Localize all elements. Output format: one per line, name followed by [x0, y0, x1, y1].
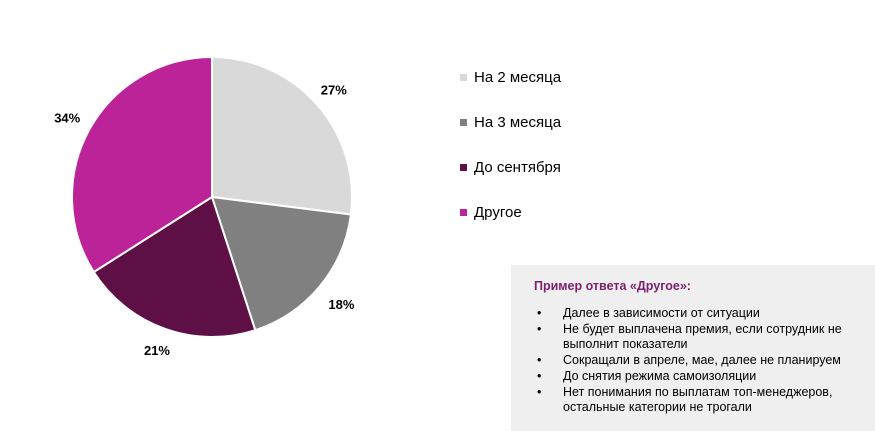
note-title: Пример ответа «Другое»:	[534, 279, 691, 293]
legend-swatch-icon	[460, 118, 467, 126]
legend-item-2-months: На 2 месяца	[460, 66, 561, 88]
pie-slice-other	[71, 55, 213, 274]
note-item: • До снятия режима самоизоляции	[534, 369, 861, 384]
legend-label: На 2 месяца	[474, 68, 562, 86]
legend-label: До сентября	[474, 158, 561, 176]
legend-item-3-months: На 3 месяца	[460, 111, 561, 133]
note-item-text: Далее в зависимости от ситуации	[563, 306, 760, 320]
pie-slice-until-september	[92, 195, 257, 338]
legend-swatch-icon	[460, 73, 467, 81]
bullet-icon: •	[537, 369, 542, 383]
legend-item-other: Другое	[460, 201, 561, 223]
note-item: • Далее в зависимости от ситуации	[534, 306, 861, 321]
legend: На 2 месяца На 3 месяца До сентября Друг…	[460, 66, 561, 246]
pie-slice-3-months	[210, 195, 353, 332]
note-item-text: Сокращали в апреле, мае, далее не планир…	[563, 353, 841, 367]
pie-slice-2-months	[211, 55, 353, 216]
legend-swatch-icon	[460, 163, 467, 171]
legend-label: На 3 месяца	[474, 113, 562, 131]
note-item-text: Нет понимания по выплатам топ-менеджеров…	[563, 385, 833, 414]
bullet-icon: •	[537, 353, 542, 367]
pie-chart: 27% 18% 21% 34%	[54, 55, 355, 358]
pie-data-label: 21%	[144, 343, 170, 358]
note-item-text: Не будет выплачена премия, если сотрудни…	[563, 322, 842, 351]
legend-label: Другое	[474, 203, 522, 221]
note-item: • Сокращали в апреле, мае, далее не плани…	[534, 353, 861, 368]
bullet-icon: •	[537, 322, 542, 336]
note-item-text: До снятия режима самоизоляции	[563, 369, 757, 383]
note-list: • Далее в зависимости от ситуации • Не буд…	[534, 306, 861, 415]
bullet-icon: •	[537, 306, 542, 320]
pie-data-label: 34%	[54, 110, 80, 125]
legend-swatch-icon	[460, 208, 467, 216]
note-item: • Не будет выплачена премия, если сотрудн…	[534, 322, 861, 352]
bullet-icon: •	[537, 385, 542, 399]
other-answers-note: Пример ответа «Другое»: • Далее в зависим…	[511, 265, 875, 431]
pie-data-label: 27%	[321, 83, 347, 98]
legend-item-until-september: До сентября	[460, 156, 561, 178]
note-item: • Нет понимания по выплатам топ-менеджеро…	[534, 385, 861, 415]
pie-data-label: 18%	[328, 297, 354, 312]
